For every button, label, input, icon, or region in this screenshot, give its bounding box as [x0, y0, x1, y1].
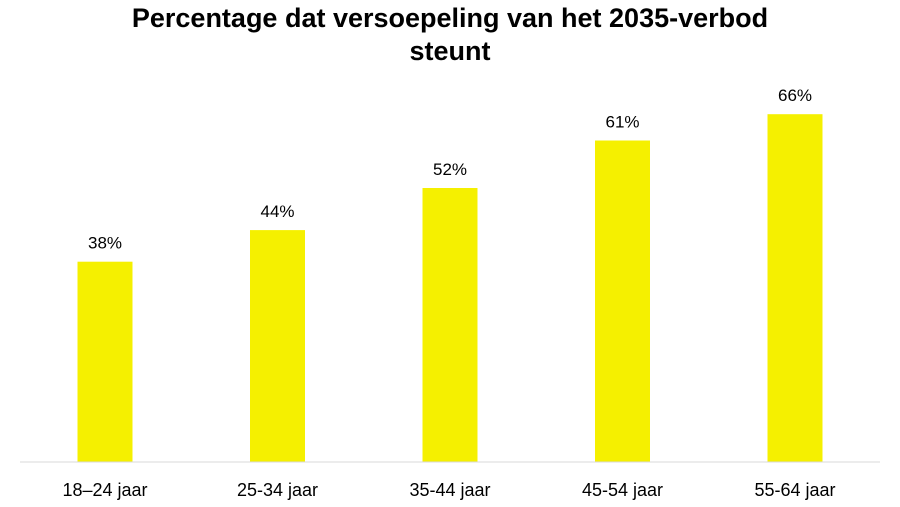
- x-tick-label-4: 45-54 jaar: [582, 480, 663, 500]
- x-tick-label-5: 55-64 jaar: [754, 480, 835, 500]
- bar-4: [595, 140, 650, 462]
- data-label-4: 61%: [605, 113, 639, 132]
- bar-5: [767, 114, 823, 462]
- x-tick-labels-group: 18–24 jaar 25-34 jaar 35-44 jaar 45-54 jaar…: [62, 480, 835, 500]
- bar-1: [77, 261, 133, 462]
- chart-title-line-2: steunt: [409, 36, 491, 66]
- x-tick-label-3: 35-44 jaar: [409, 480, 490, 500]
- bar-3: [422, 188, 478, 462]
- data-label-1: 38%: [88, 234, 122, 253]
- data-labels-group: 38% 44% 52% 61% 66%: [88, 86, 812, 253]
- x-tick-label-1: 18–24 jaar: [62, 480, 147, 500]
- bars-group: [77, 114, 823, 462]
- data-label-5: 66%: [778, 86, 812, 105]
- data-label-3: 52%: [433, 160, 467, 179]
- chart-title: Percentage dat versoepeling van het 2035…: [0, 2, 900, 68]
- chart-title-line-1: Percentage dat versoepeling van het 2035…: [131, 3, 769, 33]
- bar-2: [250, 230, 305, 462]
- x-tick-label-2: 25-34 jaar: [237, 480, 318, 500]
- data-label-2: 44%: [260, 202, 294, 221]
